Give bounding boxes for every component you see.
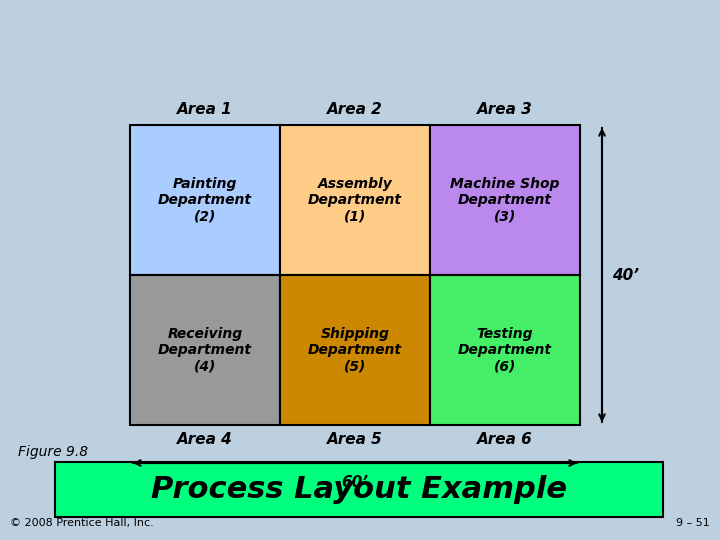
Text: Area 5: Area 5 (327, 433, 383, 448)
Text: Figure 9.8: Figure 9.8 (18, 445, 88, 459)
FancyBboxPatch shape (430, 125, 580, 275)
Text: Area 1: Area 1 (177, 103, 233, 118)
Text: Testing
Department
(6): Testing Department (6) (458, 327, 552, 373)
Text: Area 4: Area 4 (177, 433, 233, 448)
FancyBboxPatch shape (130, 125, 280, 275)
Text: Area 2: Area 2 (327, 103, 383, 118)
Text: 60’: 60’ (341, 475, 369, 490)
Text: Assembly
Department
(1): Assembly Department (1) (308, 177, 402, 223)
Text: 9 – 51: 9 – 51 (676, 518, 710, 528)
Text: Process Layout Example: Process Layout Example (151, 475, 567, 504)
Text: Shipping
Department
(5): Shipping Department (5) (308, 327, 402, 373)
FancyBboxPatch shape (280, 275, 430, 425)
Text: 40’: 40’ (612, 267, 639, 282)
Text: Machine Shop
Department
(3): Machine Shop Department (3) (450, 177, 559, 223)
Text: Painting
Department
(2): Painting Department (2) (158, 177, 252, 223)
FancyBboxPatch shape (430, 275, 580, 425)
FancyBboxPatch shape (130, 275, 280, 425)
Text: Area 6: Area 6 (477, 433, 533, 448)
Text: Area 3: Area 3 (477, 103, 533, 118)
FancyBboxPatch shape (55, 462, 663, 517)
Text: Receiving
Department
(4): Receiving Department (4) (158, 327, 252, 373)
Text: © 2008 Prentice Hall, Inc.: © 2008 Prentice Hall, Inc. (10, 518, 154, 528)
FancyBboxPatch shape (280, 125, 430, 275)
